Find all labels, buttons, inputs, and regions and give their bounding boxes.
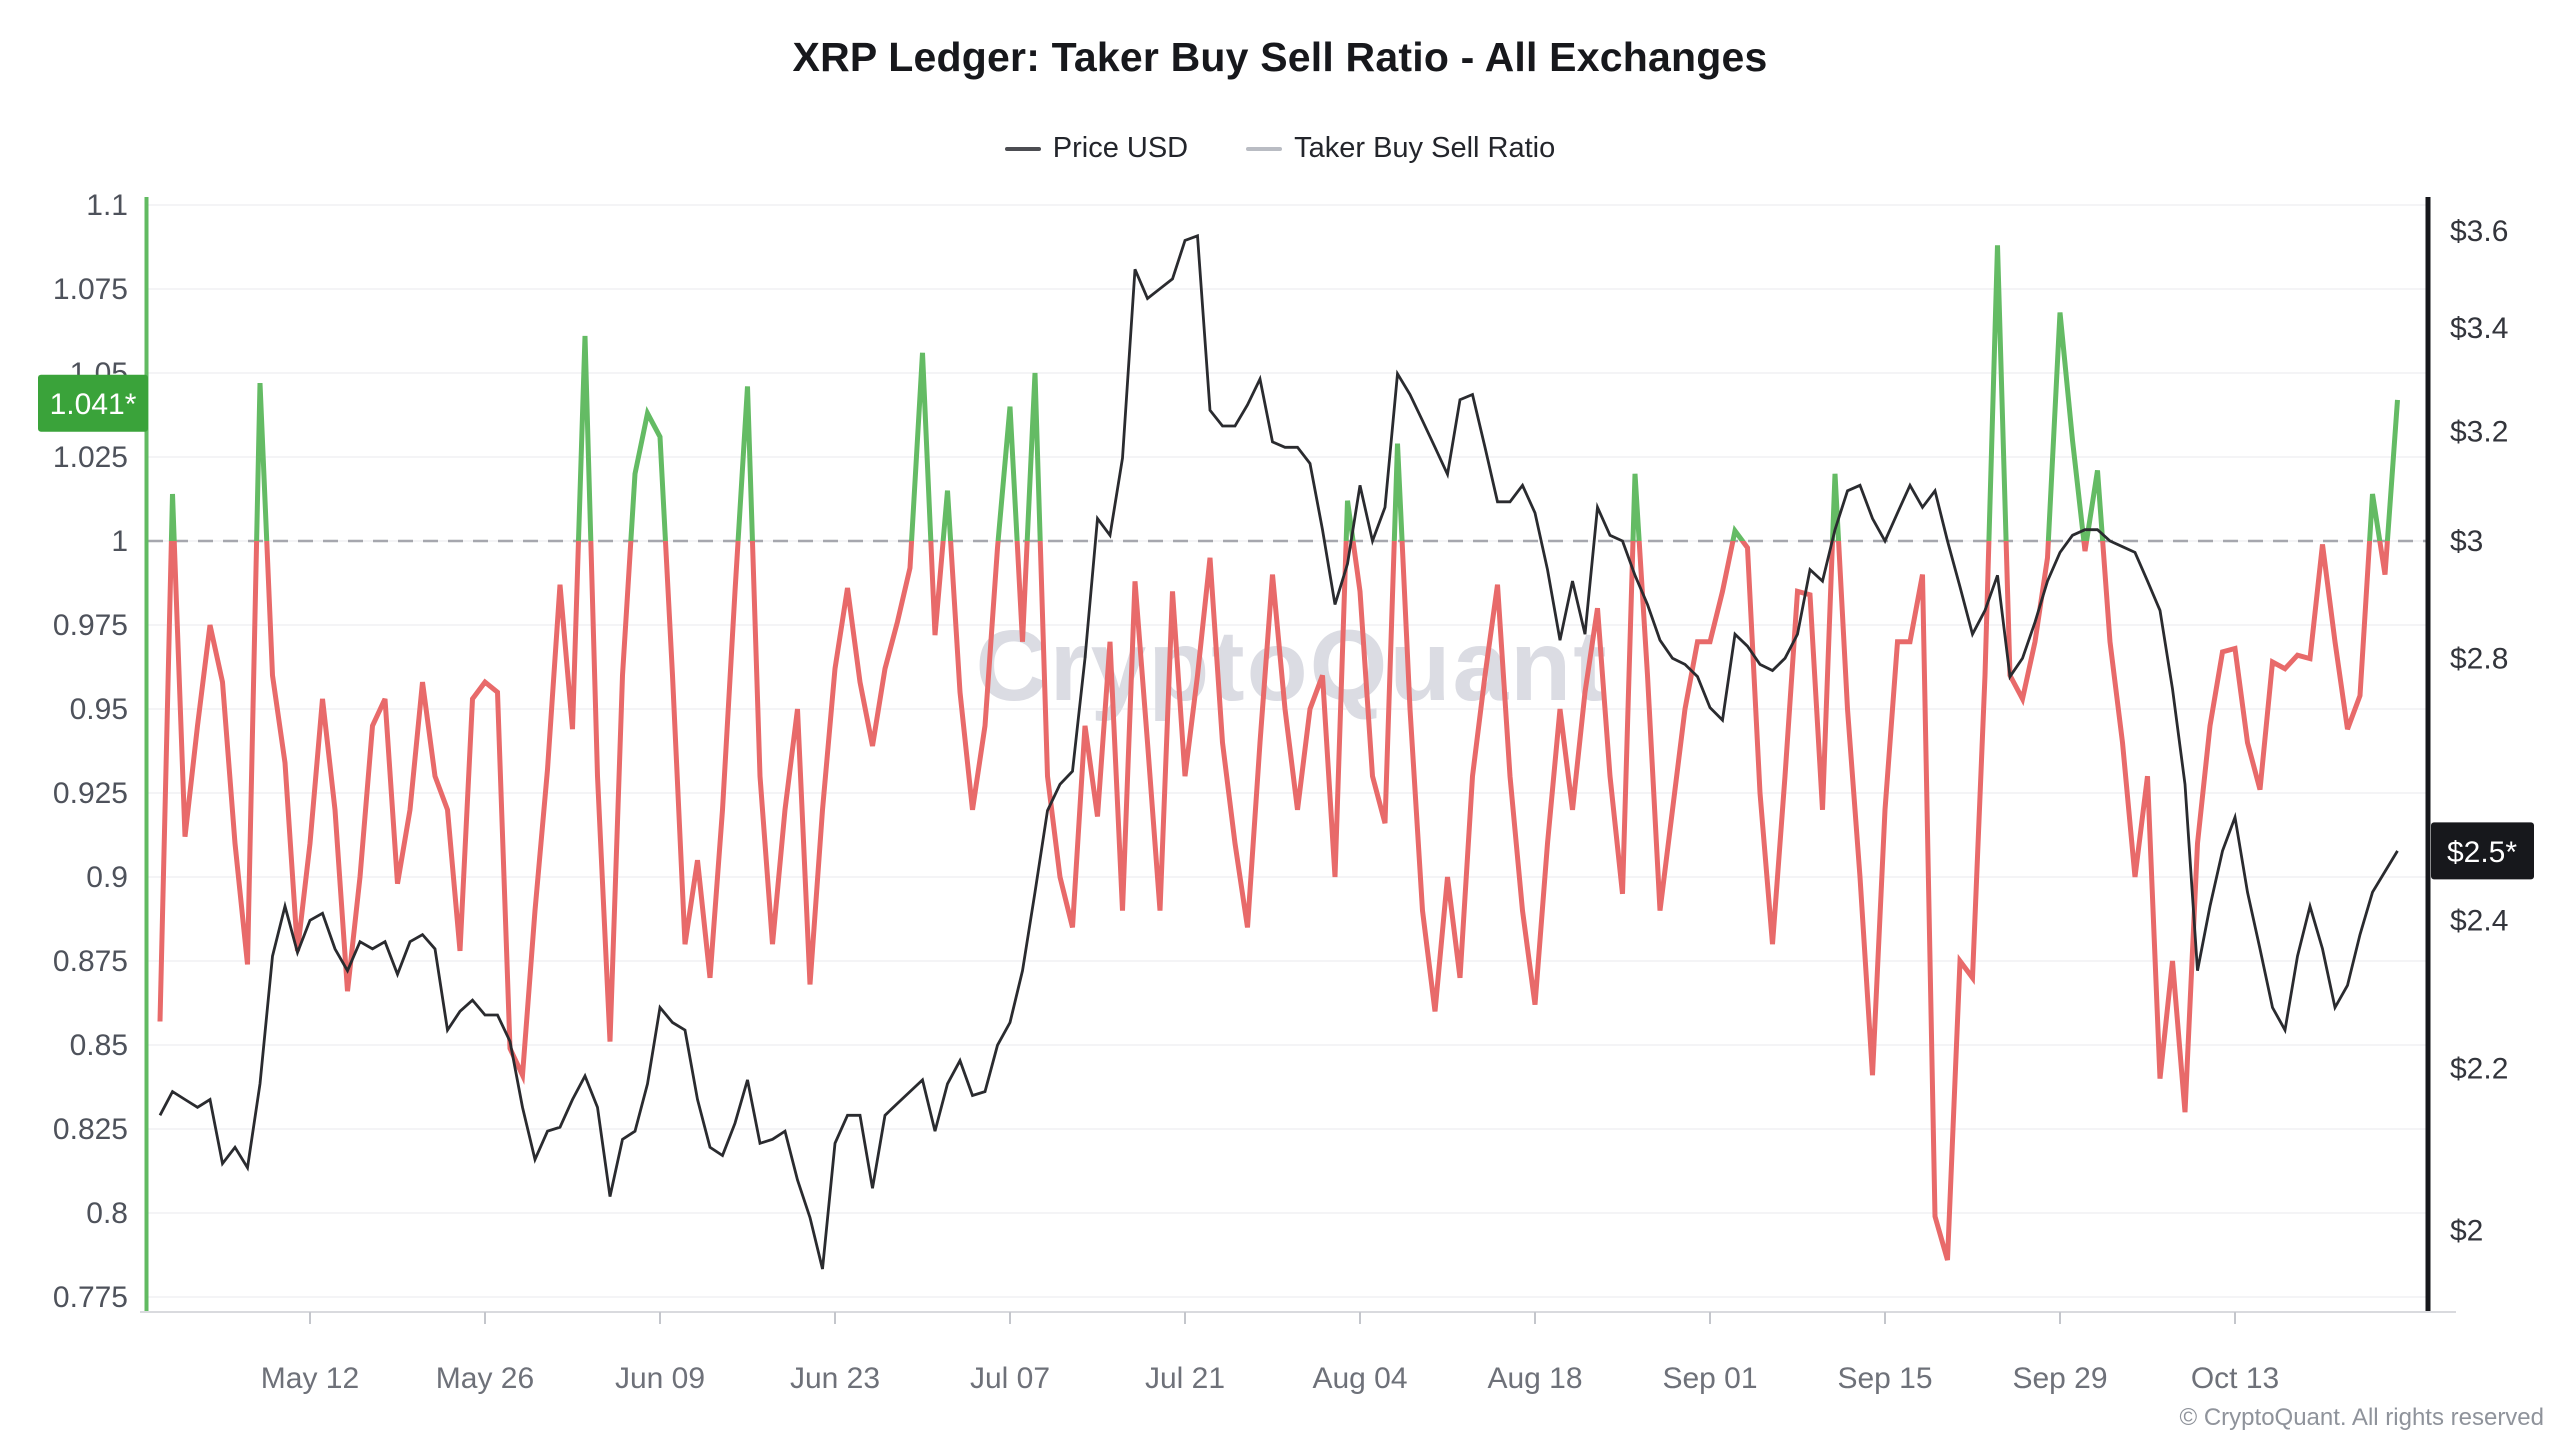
left-axis-label: 0.8	[86, 1197, 128, 1230]
left-axis-label: 1.075	[53, 273, 128, 306]
chart-title: XRP Ledger: Taker Buy Sell Ratio - All E…	[792, 34, 1768, 80]
price-current-value-badge: $2.5*	[2431, 822, 2534, 880]
right-axis-tick-labels: $3.6 $3.4 $3.2 $3 $2.8 $2.4 $2.2 $2	[2450, 215, 2508, 1247]
ratio-polyline-red	[157, 541, 2390, 1261]
x-axis-label: Jul 07	[970, 1362, 1050, 1395]
left-axis-label: 0.85	[70, 1029, 128, 1062]
price-polyline	[158, 233, 2399, 1270]
taker-ratio-dash-icon	[1246, 146, 1283, 151]
left-axis-label: 0.825	[53, 1113, 128, 1146]
x-axis-label: Jun 09	[615, 1362, 705, 1395]
left-axis-tick-labels: 1.11.0751.051.02510.9750.950.9250.90.875…	[53, 189, 128, 1314]
legend-item-price-usd[interactable]: Price USD	[1004, 132, 1189, 165]
left-axis-label: 0.95	[70, 693, 128, 726]
left-axis-label: 0.925	[53, 777, 128, 810]
left-axis-label: 0.975	[53, 609, 128, 642]
left-axis-label: 0.9	[86, 861, 128, 894]
ratio-current-value-badge: 1.041*	[38, 374, 148, 432]
plot-area[interactable]	[145, 197, 2428, 1312]
legend-label-taker-ratio: Taker Buy Sell Ratio	[1294, 132, 1556, 164]
price-badge-text: $2.5*	[2447, 836, 2517, 869]
right-axis-label: $3	[2450, 525, 2483, 558]
right-axis-label: $2.4	[2450, 904, 2508, 937]
x-axis-label: Sep 29	[2012, 1362, 2107, 1395]
legend-item-taker-buy-sell-ratio[interactable]: Taker Buy Sell Ratio	[1246, 132, 1555, 165]
x-axis-label: Sep 15	[1837, 1362, 1932, 1395]
right-axis-label: $3.4	[2450, 312, 2508, 345]
right-axis-label: $2	[2450, 1214, 2483, 1247]
x-axis-label: Aug 04	[1312, 1362, 1407, 1395]
x-axis-label: Aug 18	[1487, 1362, 1582, 1395]
left-axis-label: 1.1	[86, 189, 128, 222]
left-axis-label: 1.025	[53, 441, 128, 474]
ratio-badge-text: 1.041*	[50, 388, 137, 421]
legend: Price USD Taker Buy Sell Ratio	[0, 132, 2560, 165]
x-axis-label: Jul 21	[1145, 1362, 1225, 1395]
legend-label-price-usd: Price USD	[1052, 132, 1189, 164]
x-axis-label: Oct 13	[2191, 1362, 2279, 1395]
right-axis-label: $3.6	[2450, 215, 2508, 248]
ratio-line-below-one	[157, 541, 2390, 1261]
right-axis-label: $3.2	[2450, 415, 2508, 448]
x-axis-label: Sep 01	[1662, 1362, 1757, 1395]
x-axis-tick-labels: May 12 May 26 Jun 09 Jun 23 Jul 07 Jul 21 Aug …	[261, 1312, 2279, 1395]
price-usd-dash-icon	[1004, 146, 1041, 151]
left-axis-label: 1	[111, 525, 128, 558]
copyright-notice: © CryptoQuant. All rights reserved	[2179, 1404, 2545, 1431]
x-axis-label: Jun 23	[790, 1362, 880, 1395]
x-axis-label: May 12	[261, 1362, 359, 1395]
right-axis-label: $2.8	[2450, 642, 2508, 675]
price-line	[158, 233, 2399, 1270]
x-axis-label: May 26	[436, 1362, 534, 1395]
left-axis-label: 0.875	[53, 945, 128, 978]
left-axis-label: 0.775	[53, 1281, 128, 1314]
right-axis-label: $2.2	[2450, 1052, 2508, 1085]
